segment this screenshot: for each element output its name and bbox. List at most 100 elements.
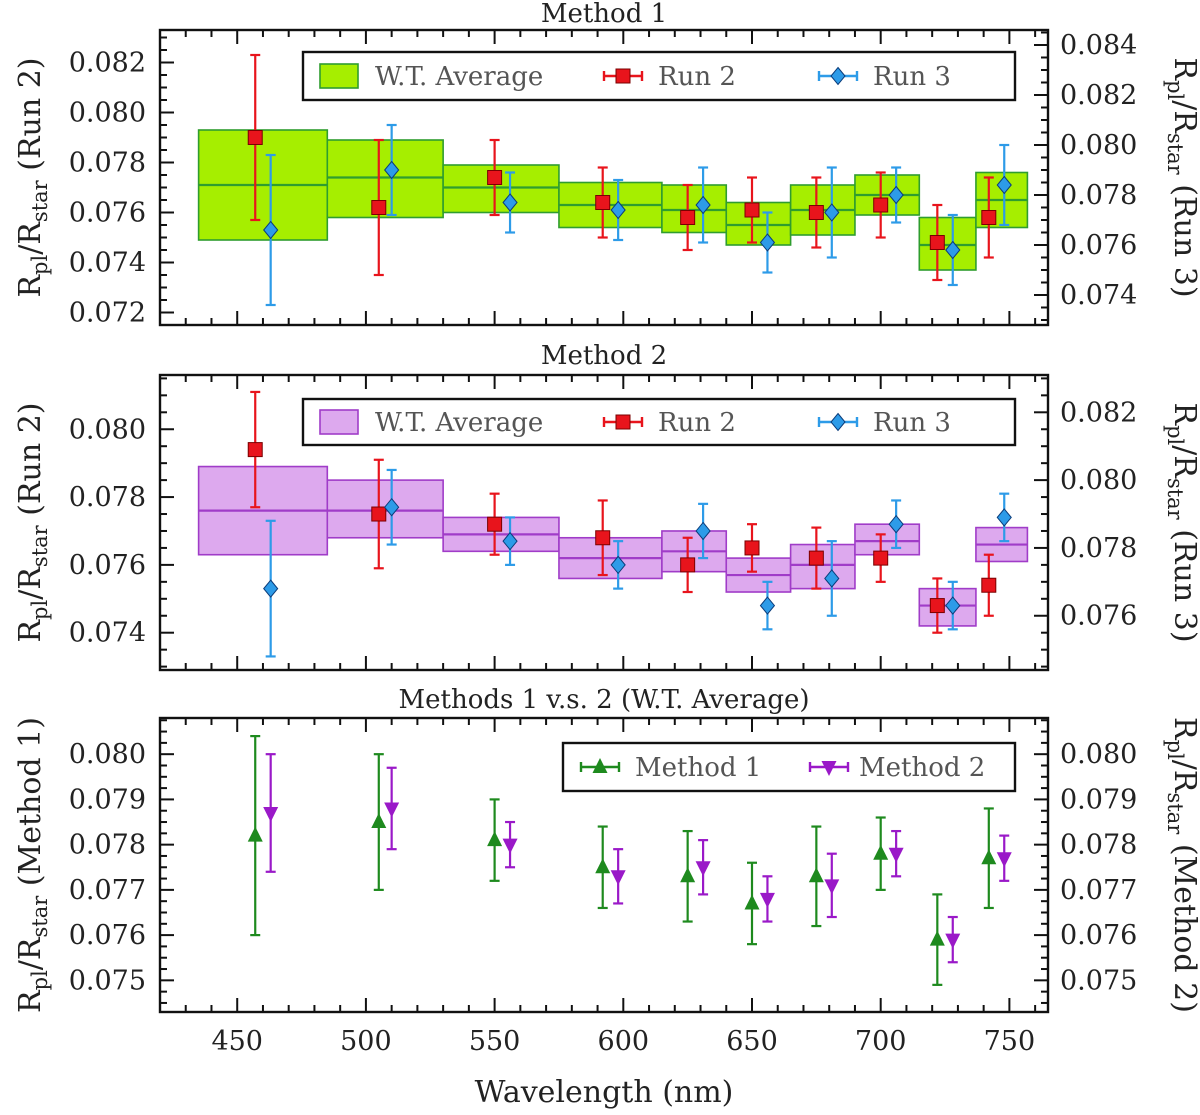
legend: W.T. Average Run 2 Run 3 — [301, 397, 1017, 447]
y-tick-label-right: 0.078 — [1060, 180, 1137, 211]
data-point — [981, 210, 997, 225]
y-axis-label-left-sub1: pl — [28, 599, 52, 619]
panel-method-2: Method 2 0.074 0.076 0.078 0.080 0.076 0.078 0.… — [13, 341, 1200, 672]
y-axis-label-right-sub2: star — [1163, 478, 1187, 521]
y-axis-label-left: Rpl/Rstar (Method 1) — [13, 717, 52, 1013]
legend-label-average: W.T. Average — [375, 62, 543, 92]
y-axis-label-right-mid: /R — [1167, 445, 1200, 479]
data-point — [824, 203, 840, 222]
y-tick-label-left: 0.075 — [69, 965, 146, 996]
legend-swatch-average — [319, 409, 359, 435]
average-box — [918, 216, 977, 271]
data-point — [744, 540, 760, 556]
data-point — [247, 130, 263, 145]
y-tick-label-right: 0.077 — [1060, 875, 1137, 906]
y-axis-label-right: Rpl/Rstar (Run 3) — [1163, 402, 1200, 642]
y-axis-label-right-mid: /R — [1167, 760, 1200, 794]
y-tick-label-right: 0.080 — [1060, 130, 1137, 161]
panel-title: Method 1 — [541, 0, 667, 29]
y-axis-label-right-mid: /R — [1167, 100, 1200, 134]
y-tick-label-left: 0.076 — [69, 550, 146, 581]
y-axis-label-right-sub1: pl — [1163, 80, 1187, 100]
y-tick-label-left: 0.079 — [69, 784, 146, 815]
data-point — [371, 813, 387, 829]
data-point — [945, 933, 961, 949]
data-point — [888, 847, 904, 863]
data-point — [680, 867, 696, 883]
y-tick-label-left: 0.082 — [69, 48, 146, 79]
x-tick-label: 500 — [340, 1026, 392, 1057]
y-axis-label-left: Rpl/Rstar (Run 2) — [13, 57, 52, 297]
y-axis-label-left-mid: /R — [13, 936, 48, 970]
legend-marker — [830, 412, 846, 432]
data-point — [487, 170, 503, 185]
legend-marker — [830, 66, 846, 86]
legend: Method 1 Method 2 — [561, 741, 1017, 793]
legend-marker — [615, 414, 631, 430]
data-point — [759, 596, 776, 615]
y-tick-label-right: 0.074 — [1060, 280, 1137, 311]
y-axis-label-right: Rpl/Rstar (Method 2) — [1163, 717, 1200, 1013]
data-point — [247, 442, 263, 458]
data-point — [808, 205, 824, 220]
data-point — [610, 555, 626, 575]
y-axis-label-left-tail: (Run 2) — [13, 402, 48, 525]
data-point — [929, 598, 945, 614]
data-point — [371, 506, 387, 522]
x-tick-label: 600 — [598, 1026, 650, 1057]
data-point — [263, 579, 279, 598]
legend-label-run2: Run 2 — [658, 62, 736, 92]
data-point — [263, 220, 279, 240]
data-point — [888, 514, 904, 534]
y-tick-label-left: 0.080 — [69, 98, 146, 129]
y-axis-label-left-sub1: pl — [28, 970, 52, 990]
data-point — [680, 557, 696, 573]
data-point — [502, 531, 518, 551]
average-box — [854, 523, 921, 556]
panel-title: Methods 1 v.s. 2 (W.T. Average) — [399, 685, 810, 715]
y-axis-label-right-tail: (Run 3) — [1167, 520, 1200, 643]
y-axis-label-left-mid: /R — [13, 566, 48, 600]
y-axis-label-right-main: R — [1167, 57, 1200, 81]
legend-marker — [592, 758, 608, 773]
legend-label-method-2: Method 2 — [859, 753, 985, 783]
data-point — [945, 240, 961, 260]
data-point — [595, 530, 611, 546]
legend-marker — [821, 761, 837, 776]
y-axis-label-left-mid: /R — [13, 221, 48, 255]
legend-marker — [615, 68, 631, 84]
x-tick-label: 750 — [984, 1026, 1036, 1057]
panel-title: Method 2 — [541, 341, 667, 371]
plot-frame — [158, 716, 1050, 1014]
data-point — [996, 175, 1012, 195]
y-axis-label-left-sub1: pl — [28, 254, 52, 274]
data-point — [384, 802, 400, 818]
data-point — [759, 892, 775, 908]
plot-frame — [158, 373, 1050, 672]
data-point — [996, 508, 1012, 527]
legend-label-method-1: Method 1 — [635, 753, 761, 783]
data-point — [502, 193, 518, 212]
y-tick-label-right: 0.078 — [1060, 533, 1137, 564]
average-box — [661, 184, 728, 234]
y-tick-label-left: 0.080 — [69, 739, 146, 770]
panel-methods-comparison: Methods 1 v.s. 2 (W.T. Average) 0.075 0.07… — [13, 685, 1200, 1110]
series-method-1 — [247, 734, 997, 986]
data-point — [981, 849, 997, 865]
y-axis-label-right-tail: (Method 2) — [1167, 834, 1200, 1013]
series-run-3 — [263, 468, 1012, 658]
data-point — [502, 838, 518, 854]
y-axis-label-left-sub2: star — [28, 179, 52, 222]
data-point — [695, 521, 711, 541]
data-point — [680, 210, 696, 225]
series-run-2 — [247, 53, 997, 282]
y-axis-label-left-main: R — [13, 274, 48, 298]
data-point — [371, 200, 387, 215]
panel-method-1: Method 1 0.072 0.074 0.076 0.078 0.080 0.082 0.… — [13, 0, 1200, 329]
data-point — [595, 858, 611, 874]
data-point — [929, 235, 945, 250]
y-axis-label-right-main: R — [1167, 717, 1200, 741]
y-axis-label-left-tail: (Method 1) — [13, 717, 48, 896]
y-axis-label-left-tail: (Run 2) — [13, 57, 48, 180]
data-point — [808, 867, 824, 883]
